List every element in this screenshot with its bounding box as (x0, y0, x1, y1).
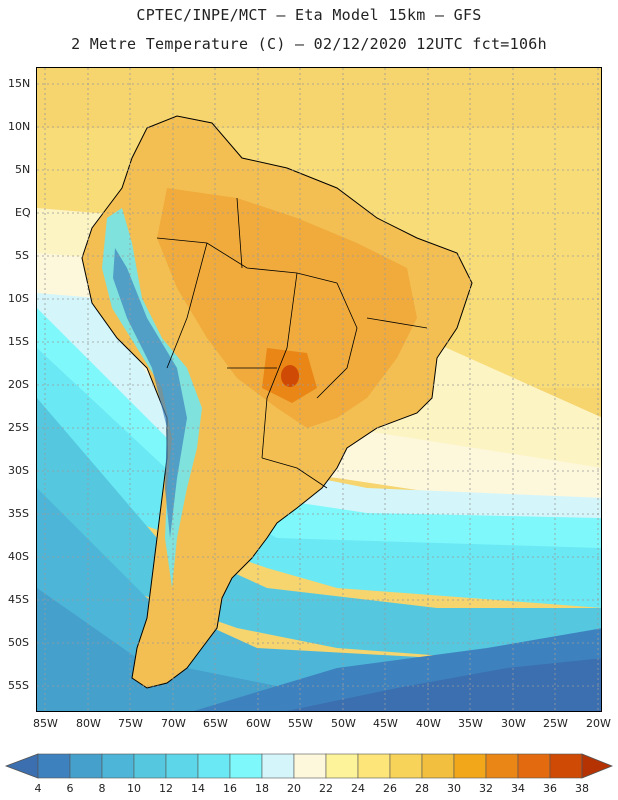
country-borders (156, 197, 428, 489)
colorbar-label: 16 (223, 782, 237, 795)
lon-label: 80W (76, 717, 101, 730)
colorbar-segment (549, 753, 583, 779)
colorbar-label: 4 (34, 782, 42, 795)
colorbar-segment (485, 753, 519, 779)
colorbar-label: 8 (98, 782, 106, 795)
colorbar-label: 26 (383, 782, 397, 795)
lon-label: 75W (118, 717, 143, 730)
colorbar-label: 10 (127, 782, 141, 795)
ocean-band-20 (37, 253, 601, 518)
colorbar-low-arrow (4, 753, 39, 779)
lon-label: 30W (501, 717, 526, 730)
lon-label: 45W (373, 717, 398, 730)
lat-label: 25S (8, 421, 29, 434)
colorbar-segment (293, 753, 327, 779)
lat-label: 5S (15, 249, 29, 262)
colorbar-label: 22 (319, 782, 333, 795)
lon-label: 35W (458, 717, 483, 730)
colorbar-segment (421, 753, 455, 779)
ocean-band-14 (37, 348, 601, 608)
temperature-map (36, 67, 602, 712)
lon-label: 65W (203, 717, 228, 730)
map-title-line1: CPTEC/INPE/MCT – Eta Model 15km – GFS (136, 6, 482, 24)
lat-label: 5N (15, 163, 31, 176)
colorbar-label: 18 (255, 782, 269, 795)
colorbar-label: 14 (191, 782, 205, 795)
colorbar-label: 6 (66, 782, 74, 795)
colorbar-high-arrow (581, 753, 614, 779)
lat-label: EQ (15, 206, 31, 219)
colorbar-segment (357, 753, 391, 779)
colorbar-segment (101, 753, 135, 779)
colorbar-label: 20 (287, 782, 301, 795)
colorbar-segment (133, 753, 167, 779)
lat-label: 50S (8, 636, 29, 649)
lat-label: 30S (8, 464, 29, 477)
colorbar-label: 24 (351, 782, 365, 795)
ocean-band-16 (37, 308, 601, 568)
ocean-band-4 (286, 658, 601, 711)
colorbar-label: 32 (479, 782, 493, 795)
lon-label: 55W (288, 717, 313, 730)
warm-interior (157, 188, 417, 428)
colorbar-label: 34 (511, 782, 525, 795)
lat-label: 15S (8, 335, 29, 348)
colorbar-segment (453, 753, 487, 779)
colorbar-label: 28 (415, 782, 429, 795)
colorbar-label: 38 (575, 782, 589, 795)
temperature-colorbar (4, 753, 614, 779)
lon-label: 40W (416, 717, 441, 730)
map-title-line2: 2 Metre Temperature (C) – 02/12/2020 12U… (71, 35, 547, 53)
colorbar-segment (517, 753, 551, 779)
lat-label: 10N (8, 120, 31, 133)
colorbar-label: 30 (447, 782, 461, 795)
lat-label: 20S (8, 378, 29, 391)
lat-label: 45S (8, 593, 29, 606)
colorbar-segment (261, 753, 295, 779)
lon-label: 20W (586, 717, 611, 730)
lat-label: 40S (8, 550, 29, 563)
colorbar-label: 12 (159, 782, 173, 795)
lat-label: 35S (8, 507, 29, 520)
lat-label: 15N (8, 77, 31, 90)
lat-label: 10S (8, 292, 29, 305)
lon-label: 70W (161, 717, 186, 730)
lon-label: 50W (331, 717, 356, 730)
colorbar-segment (229, 753, 263, 779)
colorbar-segment (197, 753, 231, 779)
hot-core (281, 365, 299, 387)
lat-label: 55S (8, 679, 29, 692)
colorbar-segment (69, 753, 103, 779)
lon-label: 25W (543, 717, 568, 730)
colorbar-segment (325, 753, 359, 779)
colorbar-segment (165, 753, 199, 779)
andes-core (113, 248, 187, 538)
lon-label: 60W (246, 717, 271, 730)
colorbar-segment (389, 753, 423, 779)
colorbar-segment (37, 753, 71, 779)
colorbar-label: 36 (543, 782, 557, 795)
lon-label: 85W (33, 717, 58, 730)
